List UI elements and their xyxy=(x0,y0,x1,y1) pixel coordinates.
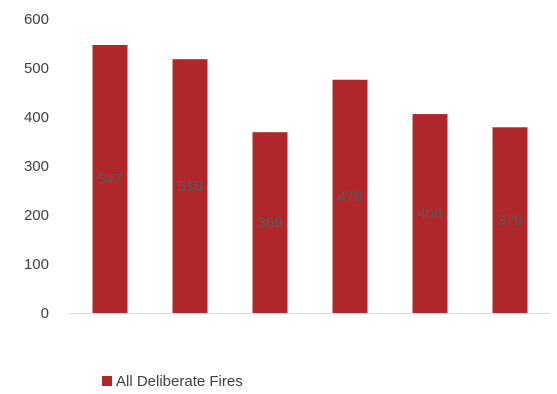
bar-data-label: 369 xyxy=(257,215,282,232)
bar-data-label: 518 xyxy=(177,178,202,195)
bar-data-label: 379 xyxy=(497,212,522,229)
y-tick-label: 600 xyxy=(24,11,49,28)
y-tick-label: 0 xyxy=(41,305,49,322)
y-tick-label: 200 xyxy=(24,207,49,224)
y-axis-tick-labels: 0 100 200 300 400 500 600 xyxy=(24,11,49,322)
y-tick-label: 500 xyxy=(24,60,49,77)
bar xyxy=(492,127,528,313)
y-tick-label: 400 xyxy=(24,109,49,126)
bar xyxy=(172,59,208,314)
legend-label: All Deliberate Fires xyxy=(116,373,243,390)
bar xyxy=(252,132,288,313)
legend: All Deliberate Fires xyxy=(102,373,243,390)
bar-data-label: 547 xyxy=(97,171,122,188)
data-labels: 547 518 369 476 406 379 xyxy=(97,171,522,232)
bar xyxy=(332,79,368,313)
legend-swatch xyxy=(102,376,112,386)
bar xyxy=(92,44,128,313)
bars xyxy=(92,44,528,314)
bar xyxy=(412,114,448,313)
bar-data-label: 406 xyxy=(417,206,442,223)
bar-data-label: 476 xyxy=(337,188,362,205)
y-tick-label: 300 xyxy=(24,158,49,175)
y-tick-label: 100 xyxy=(24,256,49,273)
